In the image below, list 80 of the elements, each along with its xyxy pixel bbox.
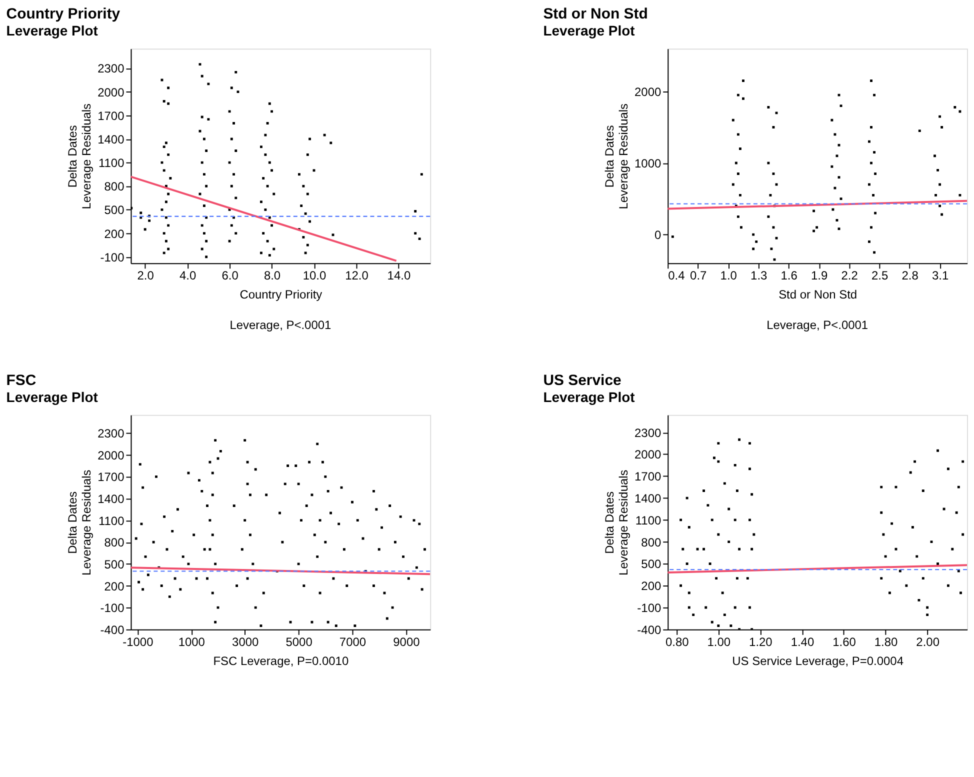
x-tick-label: 1.40 (790, 634, 814, 649)
y-tick-label: 1100 (98, 156, 125, 170)
x-tick-label: 1.00 (707, 634, 731, 649)
y-tick-label: 0 (654, 228, 662, 242)
x-tick-label: 2.00 (916, 634, 940, 649)
chart-subtitle: Leverage Plot (543, 22, 636, 39)
y-tick-label: 1400 (98, 132, 125, 146)
x-tick-label: 1.80 (874, 634, 898, 649)
x-tick-label: 3000 (232, 634, 259, 649)
x-tick-label: 1.60 (832, 634, 856, 649)
y-tick-label: 800 (104, 180, 125, 194)
x-tick-label: -1000 (122, 634, 154, 649)
y-tick-label: 2000 (98, 448, 125, 462)
chart-title: Std or Non Std (543, 6, 648, 23)
y-axis-title: Delta Dates Leverage Residuals (66, 470, 94, 576)
y-tick-label: -100 (100, 601, 125, 616)
x-axis-title: FSC Leverage, P=0.0010 (213, 654, 349, 668)
chart-subtitle: Leverage Plot (543, 388, 636, 405)
text: Leverage, P<.0001 (230, 318, 332, 332)
y-tick-label: 2000 (98, 85, 125, 100)
y-tick-label: 200 (104, 226, 125, 241)
x-tick-label: 0.4 (668, 268, 686, 283)
y-tick-label: 2300 (634, 426, 662, 440)
y-tick-label: 1700 (634, 470, 662, 484)
y-tick-label: 500 (641, 557, 662, 572)
y-tick-label: 1700 (98, 108, 125, 123)
x-axis-title: US Service Leverage, P=0.0004 (732, 654, 904, 668)
y-tick-label: -400 (637, 622, 662, 637)
y-tick-label: 1400 (98, 492, 125, 506)
x-axis-title: Country Priority (240, 288, 322, 302)
x-tick-label: 9000 (393, 634, 420, 649)
x-tick-label: 6.0 (222, 268, 239, 283)
x-tick-label: 1.3 (750, 268, 768, 283)
y-axis-title: Delta Dates Leverage Residuals (66, 103, 94, 210)
x-tick-label: 14.0 (387, 268, 411, 283)
x-tick-label: 0.80 (665, 634, 690, 649)
y-tick-label: -100 (100, 250, 125, 264)
y-tick-label: 2000 (634, 84, 662, 99)
y-axis-title: Delta Dates Leverage Residuals (602, 103, 631, 210)
text: Leverage, P<.0001 (766, 318, 868, 332)
y-tick-label: 1400 (634, 492, 662, 506)
x-tick-label: 8.0 (264, 268, 281, 283)
y-tick-label: 1700 (98, 470, 125, 484)
x-tick-label: 0.7 (690, 268, 708, 283)
x-axis-title: Std or Non Std (778, 288, 858, 302)
y-tick-label: 1100 (98, 514, 125, 528)
x-tick-label: 5000 (286, 634, 313, 649)
chart-subtitle: Leverage Plot (6, 388, 98, 405)
chart-title: Country Priority (6, 6, 121, 23)
y-tick-label: 500 (104, 203, 125, 218)
x-tick-label: 1.0 (720, 268, 738, 283)
x-tick-label: 1.9 (811, 268, 828, 283)
y-tick-label: 1100 (635, 513, 662, 528)
x-tick-label: 1000 (178, 634, 206, 649)
x-tick-label: 1.6 (780, 268, 798, 283)
x-tick-label: 4.0 (179, 268, 196, 283)
y-tick-label: 500 (104, 557, 125, 572)
x-tick-label: 2.2 (841, 268, 858, 283)
y-tick-label: 800 (641, 535, 662, 550)
x-tick-label: 2.8 (902, 268, 919, 283)
y-tick-label: 200 (104, 579, 125, 594)
x-tick-label: 2.5 (871, 268, 888, 283)
y-tick-label: 800 (104, 536, 125, 550)
x-tick-label: 7000 (339, 634, 366, 649)
y-tick-label: 2300 (98, 62, 125, 76)
y-tick-label: 2300 (98, 426, 125, 441)
x-tick-label: 12.0 (345, 268, 369, 283)
chart-subtitle: Leverage Plot (6, 22, 98, 39)
x-tick-label: 10.0 (302, 268, 326, 283)
x-tick-label: 1.20 (749, 634, 773, 649)
chart-title: US Service (543, 372, 622, 389)
y-tick-label: -400 (100, 622, 125, 637)
y-tick-label: 200 (641, 579, 662, 594)
y-tick-label: 1000 (634, 156, 662, 171)
y-tick-label: 2000 (634, 448, 662, 462)
y-axis-title: Delta Dates Leverage Residuals (602, 470, 631, 576)
chart-title: FSC (6, 372, 36, 389)
y-tick-label: -100 (637, 600, 662, 615)
x-tick-label: 2.0 (137, 268, 154, 283)
x-tick-label: 3.1 (932, 268, 949, 283)
